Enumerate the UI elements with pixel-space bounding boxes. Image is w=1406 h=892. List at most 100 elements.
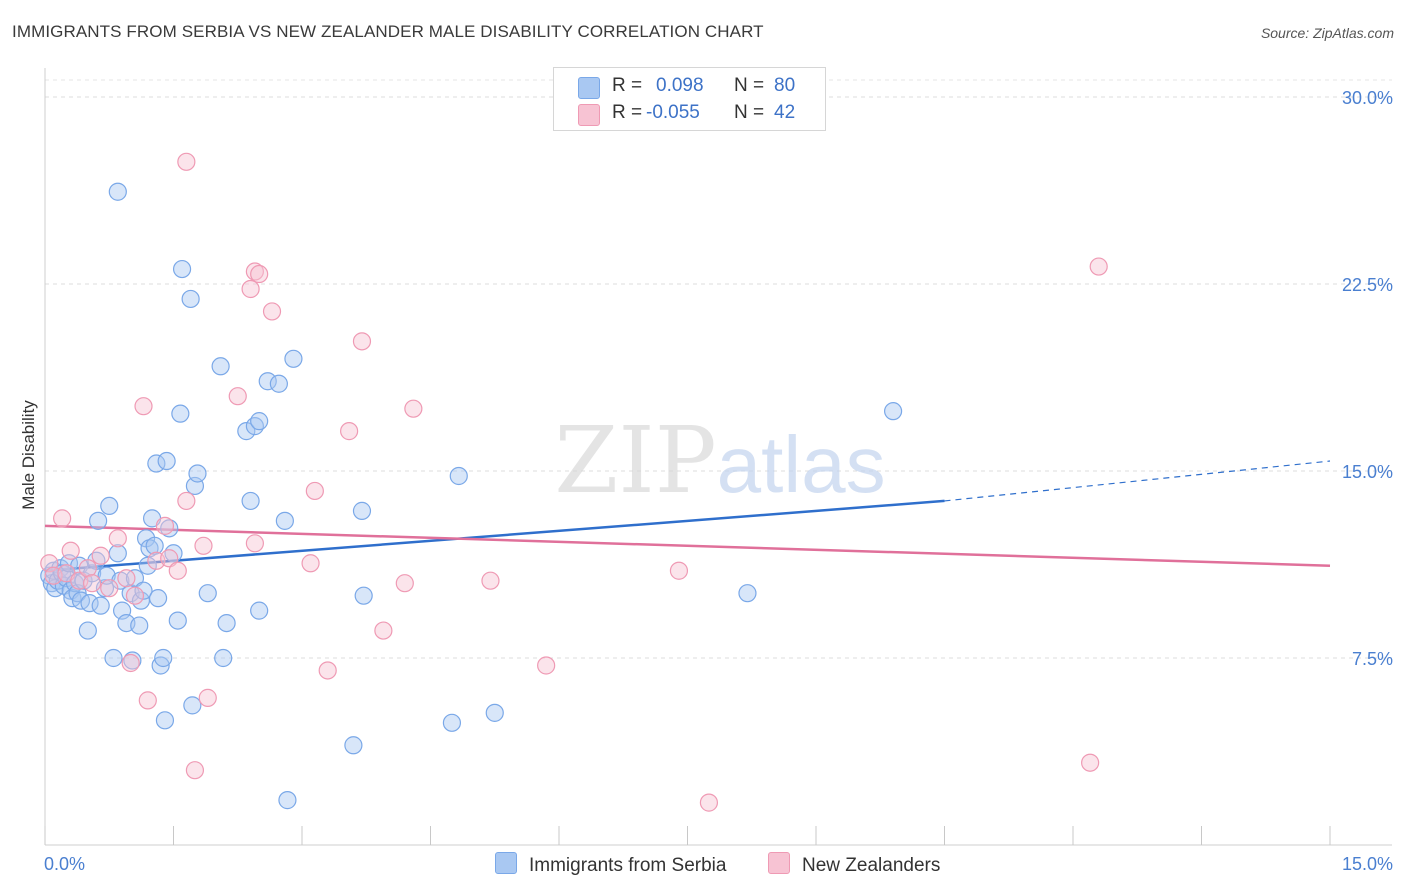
serbia-point — [134, 581, 153, 600]
x-tick-label: 15.0% — [1342, 854, 1393, 874]
serbia-point — [344, 736, 363, 755]
nz-point — [669, 561, 689, 580]
nz-point — [395, 574, 414, 593]
serbia-point — [250, 412, 269, 431]
serbia-point — [108, 182, 127, 201]
y-tick-label: 30.0% — [1342, 88, 1393, 108]
nz-point — [177, 491, 196, 511]
serbia-point — [138, 556, 157, 575]
legend-r-label: R = — [612, 102, 643, 123]
nz-point — [305, 481, 324, 501]
serbia-point — [449, 466, 468, 486]
nz-point — [83, 574, 102, 593]
nz-point — [198, 688, 217, 707]
y-axis-ticks: 7.5% 15.0% 22.5% 30.0% — [1342, 88, 1393, 669]
nz-point — [61, 541, 80, 560]
serbia-point — [883, 402, 903, 421]
legend-swatch-serbia — [495, 852, 517, 874]
serbia-point — [89, 511, 108, 530]
y-axis-label: Male Disability — [19, 400, 38, 510]
legend-swatch-serbia — [578, 77, 600, 99]
serbia-point — [183, 696, 202, 715]
nz-point — [250, 264, 269, 284]
nz-point — [262, 302, 282, 321]
serbia-point — [278, 791, 297, 810]
nz-point — [177, 152, 196, 171]
data-points — [40, 152, 1108, 812]
legend-n-label: N = — [734, 75, 765, 96]
correlation-legend: R = 0.098 N = 80 R = -0.055 N = 42 — [553, 67, 826, 131]
axes — [44, 68, 1392, 846]
nz-point — [194, 536, 213, 555]
nz-point — [53, 509, 72, 528]
nz-point — [1081, 753, 1100, 772]
nz-point — [121, 653, 140, 673]
nz-point — [352, 332, 372, 351]
serbia-point — [168, 611, 187, 630]
nz-point — [699, 793, 719, 812]
nz-point — [117, 569, 136, 588]
legend-swatch-nz — [768, 852, 790, 874]
serbia-point — [157, 451, 176, 471]
nz-point — [1089, 257, 1108, 276]
serbia-point — [214, 648, 233, 668]
serbia-trend-extension — [944, 460, 1331, 502]
nz-point — [245, 534, 264, 553]
serbia-point — [171, 404, 190, 423]
nz-point — [537, 656, 556, 675]
nz-point — [125, 586, 145, 605]
serbia-point — [198, 584, 217, 603]
serbia-point — [250, 601, 269, 620]
legend-r-value: -0.055 — [646, 102, 700, 123]
nz-point — [108, 529, 127, 548]
legend-label-nz: New Zealanders — [802, 855, 941, 876]
legend-r-label: R = — [612, 75, 643, 96]
nz-point — [185, 761, 205, 780]
serbia-point — [80, 594, 99, 613]
serbia-point — [100, 496, 119, 516]
legend-item-serbia[interactable]: Immigrants from Serbia — [495, 852, 726, 877]
serbia-point — [354, 586, 373, 605]
serbia-point — [738, 584, 757, 603]
nz-point — [91, 546, 110, 565]
nz-point — [318, 661, 337, 680]
legend-r-value: 0.098 — [656, 75, 704, 96]
serbia-point — [275, 511, 294, 530]
serbia-point — [181, 289, 200, 309]
nz-point — [168, 561, 187, 580]
nz-point — [134, 397, 153, 416]
nz-point — [481, 571, 500, 590]
y-tick-label: 7.5% — [1352, 649, 1393, 669]
serbia-point — [442, 713, 462, 732]
serbia-point — [211, 357, 230, 376]
legend-n-label: N = — [734, 102, 765, 123]
trend-lines — [44, 460, 1331, 572]
nz-point — [100, 579, 119, 598]
x-axis-ticks: 0.0% 15.0% — [44, 854, 1393, 874]
nz-trend-line — [44, 524, 1331, 567]
nz-point — [78, 559, 97, 578]
serbia-point — [155, 711, 175, 730]
chart-title: IMMIGRANTS FROM SERBIA VS NEW ZEALANDER … — [12, 22, 764, 41]
nz-point — [374, 621, 393, 640]
serbia-point — [78, 621, 97, 640]
y-tick-label: 22.5% — [1342, 275, 1393, 295]
nz-point — [301, 554, 320, 573]
serbia-point — [145, 536, 164, 555]
serbia-point — [237, 422, 256, 441]
gridlines — [45, 79, 1392, 659]
nz-point — [155, 516, 175, 535]
legend-item-nz[interactable]: New Zealanders — [768, 852, 940, 877]
serbia-point — [172, 259, 192, 279]
serbia-point — [217, 613, 236, 633]
y-tick-label: 15.0% — [1342, 462, 1393, 482]
serbia-point — [104, 648, 123, 668]
serbia-point — [148, 589, 168, 608]
legend-label-serbia: Immigrants from Serbia — [529, 855, 727, 876]
legend-n-value: 42 — [774, 102, 796, 123]
nz-point — [228, 387, 247, 406]
x-tick-label: 0.0% — [44, 854, 85, 874]
source-label: Source: ZipAtlas.com — [1260, 25, 1394, 41]
nz-point — [340, 422, 359, 441]
